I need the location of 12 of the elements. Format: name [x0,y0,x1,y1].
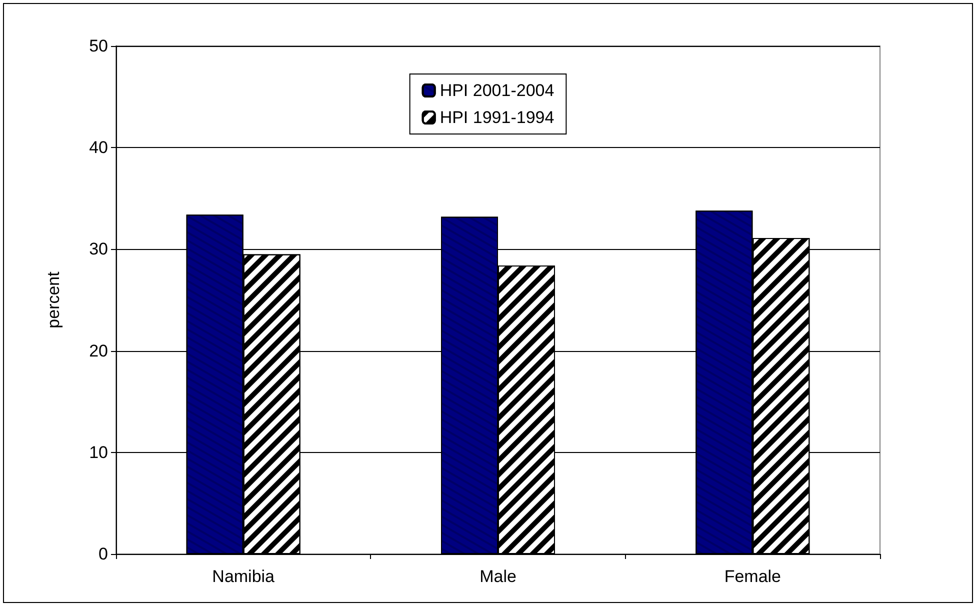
y-tick-label: 20 [89,341,108,360]
legend-label: HPI 2001-2004 [440,81,554,100]
x-tick-label: Namibia [212,567,276,586]
y-tick-label: 40 [89,138,108,158]
y-axis-title: percent [44,271,63,328]
legend-label: HPI 1991-1994 [440,108,554,127]
y-tick-label: 30 [89,240,108,259]
x-tick-label: Male [480,567,516,586]
x-tick-label: Female [724,567,782,586]
y-tick-label: 10 [89,442,108,462]
y-tick-label: 0 [98,544,108,564]
y-tick-label: 50 [89,36,108,56]
